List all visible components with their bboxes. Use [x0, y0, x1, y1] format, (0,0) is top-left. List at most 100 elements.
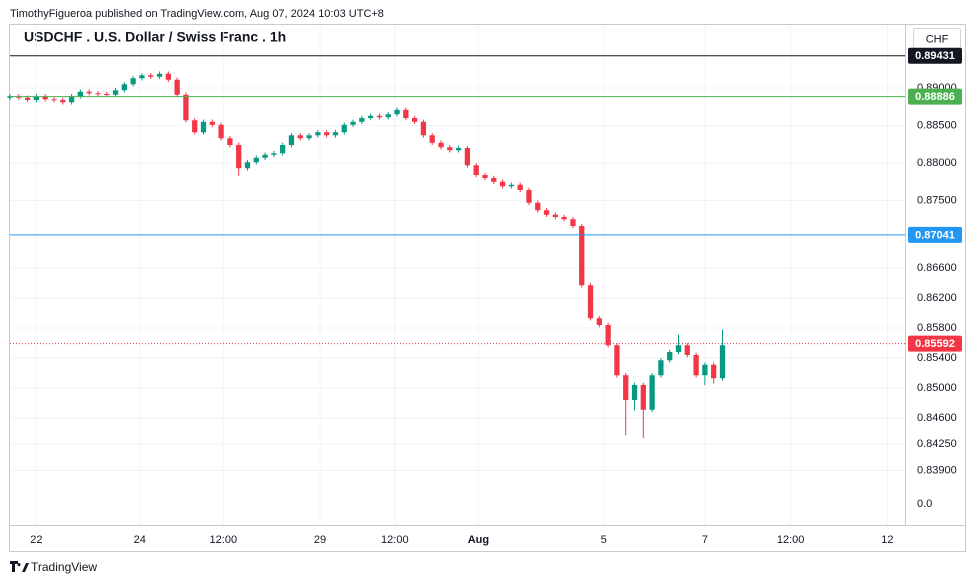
candle-body	[658, 360, 664, 376]
candle-body	[429, 135, 435, 143]
y-tick-label: 0.86600	[917, 262, 957, 274]
x-tick-label: 12:00	[777, 534, 805, 546]
candle-body	[438, 142, 444, 148]
candle-body	[271, 153, 277, 155]
candle-body	[447, 147, 453, 151]
tradingview-logo	[10, 561, 29, 572]
price-level-badge	[908, 335, 962, 352]
candle-body	[209, 121, 215, 125]
candle-body	[667, 351, 673, 361]
x-tick-label: Aug	[468, 534, 489, 546]
y-tick-label: 0.88000	[917, 157, 957, 169]
x-tick-label: 22	[30, 534, 42, 546]
price-level-label: 0.88886	[915, 91, 955, 103]
candle-body	[60, 100, 66, 103]
candle-body	[51, 99, 57, 101]
candle-body	[288, 135, 295, 146]
candle-body	[711, 364, 717, 379]
candle-body	[561, 217, 567, 220]
candle-body	[702, 364, 708, 376]
candle-body	[165, 73, 171, 80]
candle-body	[394, 109, 400, 115]
candle-body	[482, 175, 488, 179]
logo-icon	[10, 561, 29, 572]
candle-body	[596, 318, 602, 325]
candle-body	[341, 124, 347, 133]
candle-body	[517, 184, 523, 191]
published-note: TimothyFigueroa published on TradingView…	[10, 8, 384, 20]
candle-body	[253, 157, 259, 163]
candle-body	[315, 132, 321, 136]
candle-body	[570, 219, 576, 227]
candle-body	[24, 97, 31, 101]
y-tick-label: 0.85400	[917, 352, 957, 364]
candle-body	[605, 324, 611, 346]
candle-body	[464, 148, 471, 166]
candle-body	[77, 91, 84, 97]
candle-body	[376, 115, 383, 118]
candle-body	[491, 178, 497, 182]
x-tick-label: 24	[134, 534, 146, 546]
chart-frame	[9, 24, 966, 552]
price-level-label: 0.89431	[915, 50, 955, 62]
candle-body	[306, 135, 312, 139]
candle-body	[236, 145, 242, 169]
candle-body	[719, 345, 726, 379]
candle-body	[403, 109, 409, 119]
y-tick-label: 0.85000	[917, 382, 957, 394]
candle-body	[121, 84, 127, 91]
x-tick-label: 12:00	[210, 534, 238, 546]
y-tick-label: 0.86200	[917, 292, 957, 304]
candle-body	[420, 121, 427, 136]
candle-body	[192, 120, 198, 133]
candle-body	[200, 121, 207, 133]
candle-body	[139, 75, 145, 79]
candle-body	[675, 345, 682, 352]
candle-body	[156, 73, 163, 77]
candle-body	[535, 202, 541, 211]
candle-body	[104, 94, 110, 96]
candle-body	[112, 90, 119, 95]
candle-body	[262, 154, 268, 158]
x-tick-label: 5	[601, 534, 607, 546]
candle-body	[68, 96, 75, 103]
candle-body	[130, 78, 136, 85]
candle-body	[623, 375, 629, 400]
candle-body	[227, 138, 233, 146]
candles	[7, 71, 726, 439]
candle-body	[411, 118, 418, 122]
candle-body	[297, 135, 303, 139]
price-level-badge	[908, 226, 962, 243]
currency-label[interactable]: CHF	[926, 33, 949, 45]
candle-body	[218, 124, 224, 139]
candle-body	[499, 181, 506, 187]
price-level-badge	[908, 88, 962, 105]
candle-body	[631, 384, 638, 400]
candle-body	[95, 93, 101, 95]
price-level-label: 0.87041	[915, 229, 955, 241]
price-axis-bottom-text: 0.0	[917, 498, 932, 510]
candle-body	[324, 132, 330, 136]
x-tick-label: 12:00	[381, 534, 409, 546]
candle-body	[332, 132, 339, 136]
candle-body	[543, 210, 550, 215]
candle-body	[508, 184, 515, 187]
price-level-label: 0.85592	[915, 338, 955, 350]
candle-body	[244, 162, 251, 169]
grid	[10, 26, 905, 525]
candle-body	[649, 375, 655, 410]
y-tick-label: 0.88500	[917, 119, 957, 131]
candle-body	[385, 114, 391, 118]
candle-body	[579, 226, 585, 286]
candle-body	[552, 214, 558, 218]
candle-body	[473, 165, 479, 176]
candle-body	[148, 75, 154, 77]
x-tick-label: 7	[702, 534, 708, 546]
candle-body	[359, 118, 365, 122]
chart-title: USDCHF . U.S. Dollar / Swiss Franc . 1h	[24, 29, 286, 45]
y-tick-label: 0.84250	[917, 438, 957, 450]
candle-body	[33, 96, 40, 101]
